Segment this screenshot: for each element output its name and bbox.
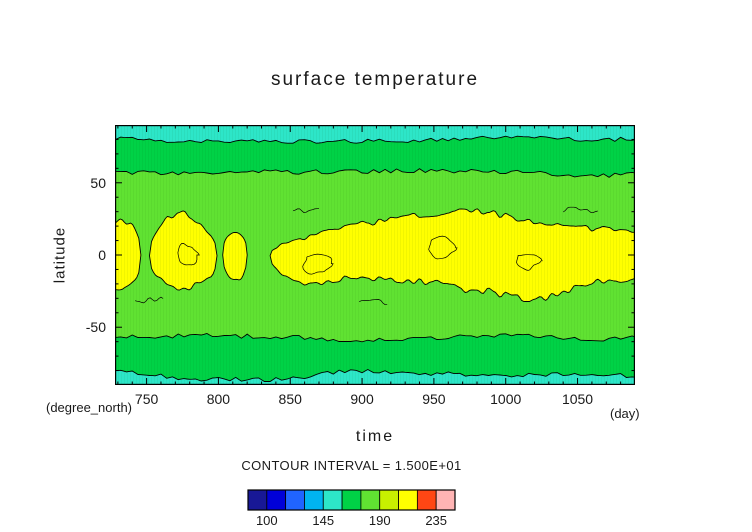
chart-title: surface temperature (270, 69, 480, 90)
inner-contour-loop (516, 254, 543, 271)
y-tick-label: 50 (90, 174, 106, 191)
colorbar-segment (285, 489, 305, 511)
colorbar-segment (379, 489, 399, 511)
south-green-band (115, 333, 635, 385)
contour-plot (115, 125, 635, 385)
plot-frame (115, 125, 635, 385)
y-tick-label: 0 (98, 247, 106, 263)
inner-contour-loop (177, 243, 200, 266)
colorbar-segment (398, 489, 418, 511)
contour-squiggle (359, 299, 388, 306)
colorbar-segment (360, 489, 381, 511)
colorbar-tick-label: 190 (368, 513, 391, 528)
colorbar-tick-label: 145 (312, 513, 335, 528)
y-axis-units: (degree_north) (46, 400, 132, 415)
x-tick-label: 900 (350, 391, 374, 407)
contour-squiggle (562, 206, 598, 214)
colorbar-frame (247, 489, 456, 511)
colorbar-segment (266, 489, 287, 511)
colorbar (247, 489, 456, 511)
colorbar-segment (304, 489, 324, 511)
warm-core-region (269, 208, 635, 302)
x-tick-label: 800 (206, 391, 231, 407)
warm-core-region (222, 231, 248, 281)
x-axis-units: (day) (610, 406, 640, 421)
x-tick-label: 1000 (490, 391, 522, 407)
south-cyan-cap (115, 368, 635, 385)
inner-contour-loop (428, 235, 458, 260)
warm-core-region (115, 218, 142, 291)
y-tick-label: -50 (85, 319, 106, 336)
colorbar-tick-label: 235 (425, 513, 448, 528)
north-cyan-cap (115, 125, 635, 144)
inner-contour-loop (302, 253, 334, 275)
x-tick-label: 750 (134, 391, 159, 407)
contour-squiggle (135, 296, 164, 304)
colorbar-segment (322, 489, 343, 511)
colorbar-segment (247, 489, 268, 511)
colorbar-segment (435, 489, 456, 511)
x-tick-label: 950 (422, 391, 446, 407)
x-tick-label: 1050 (561, 391, 594, 407)
x-tick-label: 850 (278, 391, 302, 407)
warm-core-region (149, 210, 218, 291)
contour-interval-note: CONTOUR INTERVAL = 1.500E+01 (241, 458, 462, 473)
contour-squiggle (292, 208, 319, 213)
colorbar-segment (341, 489, 362, 511)
colorbar-tick-label: 100 (255, 513, 278, 528)
colorbar-segment (416, 489, 437, 511)
x-axis-label: time (355, 428, 395, 445)
